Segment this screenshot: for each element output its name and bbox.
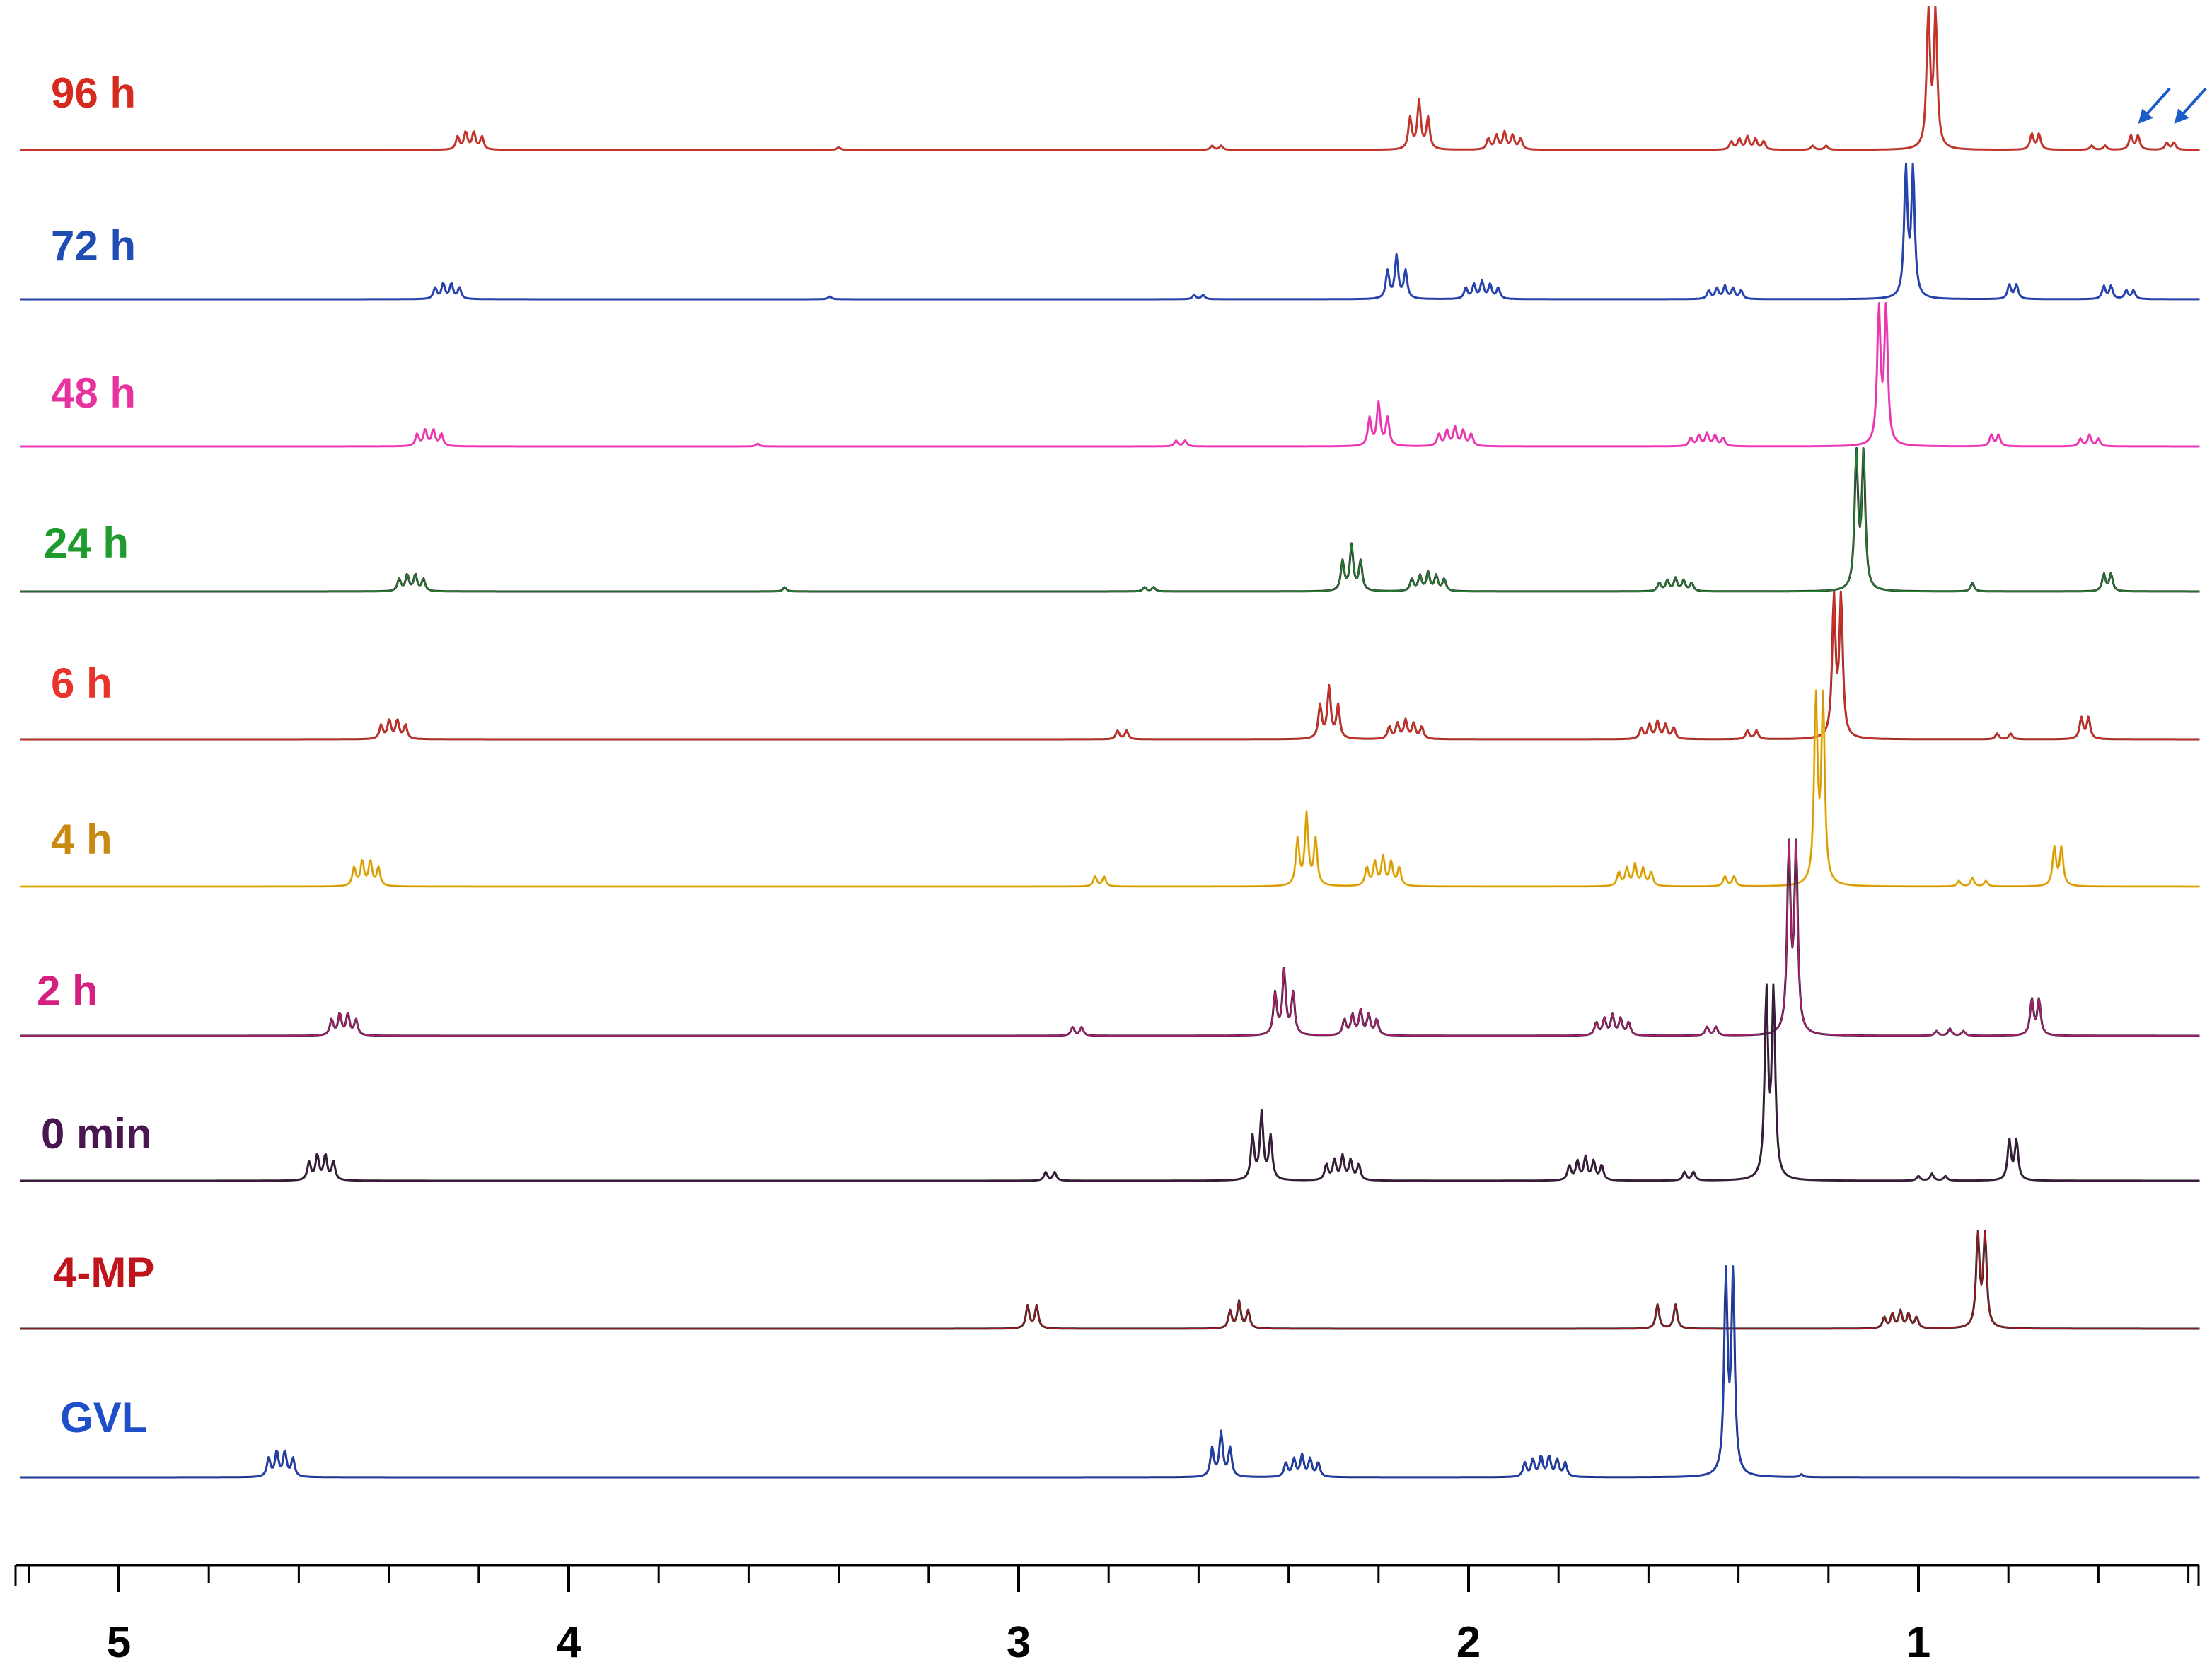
annotation-arrow-1 [2138, 87, 2171, 124]
series-label-48-h: 48 h [51, 369, 136, 417]
spectrum-trace-6-h [20, 590, 2200, 741]
spectrum-trace-highlight-4-mp [20, 1230, 2200, 1329]
spectrum-traces [20, 6, 2200, 1479]
spectrum-trace-48-h [20, 302, 2200, 448]
spectrum-trace-4-mp [20, 1229, 2200, 1330]
annotation-arrow-2 [2174, 87, 2207, 124]
x-tick-label: 1 [1906, 1618, 1930, 1667]
spectrum-trace-highlight-24-h [20, 447, 2200, 592]
x-axis: 5 4 3 2 1 [14, 1564, 2200, 1667]
spectrum-trace-highlight-0-min [20, 984, 2200, 1182]
spectrum-trace-highlight-48-h [20, 302, 2200, 447]
spectrum-trace-highlight-2-h [20, 839, 2200, 1037]
series-label-0-min: 0 min [41, 1110, 152, 1158]
series-label-4-h: 4 h [51, 816, 112, 863]
spectrum-trace-24-h [20, 447, 2200, 593]
series-label-72-h: 72 h [51, 222, 136, 270]
series-label-96-h: 96 h [51, 69, 136, 117]
spectrum-trace-4-h [20, 689, 2200, 888]
series-label-2-h: 2 h [37, 967, 98, 1015]
spectrum-trace-highlight-72-h [20, 163, 2200, 300]
spectrum-trace-72-h [20, 162, 2200, 301]
x-tick-label: 3 [1007, 1618, 1031, 1667]
series-label-gvl: GVL [60, 1394, 147, 1441]
spectrum-trace-highlight-gvl [20, 1265, 2200, 1478]
series-label-4-mp: 4-MP [53, 1249, 154, 1296]
spectrum-trace-highlight-4-h [20, 690, 2200, 887]
x-tick-label: 4 [557, 1618, 581, 1667]
series-labels: 96 h 72 h 48 h 24 h 6 h 4 h 2 h 0 min 4-MP GVL [37, 69, 154, 1441]
annotations [2138, 87, 2207, 124]
x-tick-label: 2 [1457, 1618, 1481, 1667]
series-label-6-h: 6 h [51, 659, 112, 707]
x-tick-label: 5 [107, 1618, 131, 1667]
spectrum-trace-gvl [20, 1265, 2200, 1479]
spectrum-trace-2-h [20, 838, 2200, 1037]
spectrum-trace-highlight-96-h [20, 6, 2200, 151]
spectrum-trace-highlight-6-h [20, 591, 2200, 740]
spectrum-trace-96-h [20, 6, 2200, 151]
series-label-24-h: 24 h [44, 519, 129, 567]
